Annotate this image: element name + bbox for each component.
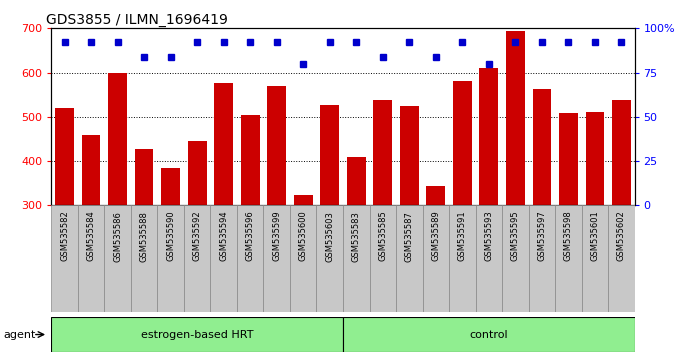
Bar	[347, 156, 366, 205]
Bar	[290, 205, 316, 312]
Bar	[427, 186, 445, 205]
Bar	[373, 101, 392, 205]
Bar	[400, 106, 418, 205]
Bar	[51, 317, 343, 352]
Bar	[237, 205, 263, 312]
Bar	[480, 68, 498, 205]
Bar	[104, 205, 131, 312]
Text: GSM535594: GSM535594	[220, 211, 228, 261]
Bar	[475, 205, 502, 312]
Bar	[241, 115, 259, 205]
Text: GSM535590: GSM535590	[166, 211, 175, 261]
Bar	[582, 205, 608, 312]
Text: GSM535582: GSM535582	[60, 211, 69, 261]
Bar	[343, 317, 635, 352]
Bar	[559, 113, 578, 205]
Text: GSM535601: GSM535601	[590, 211, 600, 261]
Bar	[502, 205, 528, 312]
Text: GSM535598: GSM535598	[564, 211, 573, 261]
Bar	[316, 205, 343, 312]
Text: GSM535595: GSM535595	[511, 211, 520, 261]
Bar	[343, 205, 370, 312]
Bar	[370, 205, 396, 312]
Text: GSM535587: GSM535587	[405, 211, 414, 262]
Bar	[263, 205, 290, 312]
Text: agent: agent	[3, 330, 36, 339]
Text: GSM535588: GSM535588	[140, 211, 149, 262]
Bar	[423, 205, 449, 312]
Text: GSM535584: GSM535584	[86, 211, 96, 261]
Bar	[161, 168, 180, 205]
Bar	[612, 101, 630, 205]
Text: GSM535589: GSM535589	[431, 211, 440, 261]
Text: GSM535586: GSM535586	[113, 211, 122, 262]
Bar	[506, 32, 525, 205]
Text: GSM535583: GSM535583	[352, 211, 361, 262]
Bar	[453, 81, 471, 205]
Bar	[555, 205, 582, 312]
Bar	[528, 205, 555, 312]
Bar	[82, 135, 100, 205]
Text: GSM535603: GSM535603	[325, 211, 334, 262]
Bar	[135, 149, 154, 205]
Text: GSM535600: GSM535600	[298, 211, 308, 261]
Text: GSM535593: GSM535593	[484, 211, 493, 261]
Text: GSM535596: GSM535596	[246, 211, 255, 261]
Text: GDS3855 / ILMN_1696419: GDS3855 / ILMN_1696419	[45, 13, 228, 27]
Bar	[532, 89, 551, 205]
Text: GSM535592: GSM535592	[193, 211, 202, 261]
Text: GSM535602: GSM535602	[617, 211, 626, 261]
Bar	[396, 205, 423, 312]
Bar	[131, 205, 158, 312]
Bar	[608, 205, 635, 312]
Bar	[586, 113, 604, 205]
Bar	[294, 195, 313, 205]
Bar	[449, 205, 475, 312]
Text: GSM535597: GSM535597	[537, 211, 546, 261]
Bar	[211, 205, 237, 312]
Bar	[184, 205, 211, 312]
Text: estrogen-based HRT: estrogen-based HRT	[141, 330, 253, 339]
Text: control: control	[469, 330, 508, 339]
Bar	[215, 83, 233, 205]
Text: GSM535599: GSM535599	[272, 211, 281, 261]
Text: GSM535585: GSM535585	[378, 211, 388, 261]
Bar	[56, 108, 74, 205]
Bar	[188, 141, 206, 205]
Bar	[51, 205, 78, 312]
Bar	[108, 73, 127, 205]
Bar	[78, 205, 104, 312]
Bar	[158, 205, 184, 312]
Bar	[268, 86, 286, 205]
Bar	[320, 105, 339, 205]
Text: GSM535591: GSM535591	[458, 211, 466, 261]
